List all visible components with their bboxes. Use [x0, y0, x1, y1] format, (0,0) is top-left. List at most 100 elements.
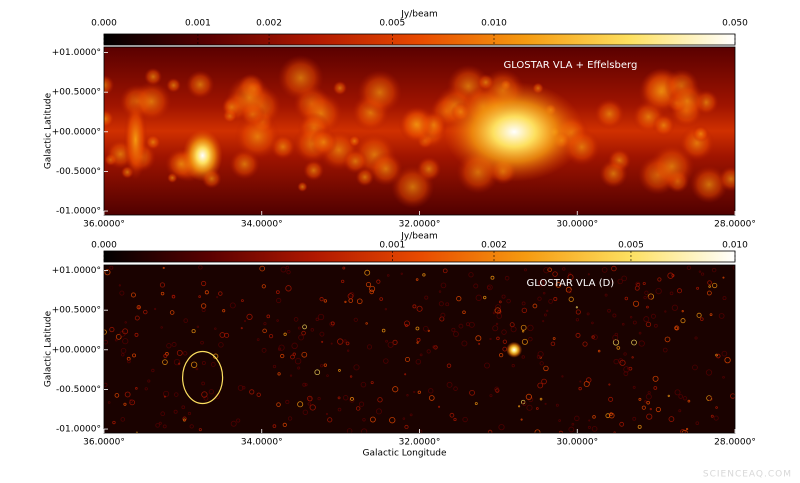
- emission: [567, 274, 574, 281]
- emission: [490, 275, 495, 280]
- emission: [653, 386, 658, 390]
- emission: [597, 349, 601, 353]
- emission: [568, 296, 574, 302]
- emission: [605, 413, 611, 419]
- emission: [261, 347, 267, 353]
- emission: [438, 405, 441, 408]
- emission: [145, 134, 161, 150]
- emission: [449, 412, 455, 418]
- emission: [171, 295, 176, 299]
- emission: [187, 411, 192, 416]
- emission: [650, 313, 656, 319]
- emission: [387, 341, 394, 348]
- emission: [707, 280, 712, 285]
- emission: [151, 368, 155, 373]
- emission: [158, 421, 162, 425]
- emission: [375, 408, 382, 415]
- emission: [619, 421, 625, 427]
- colorbar-tick-label: 0.010: [481, 19, 507, 29]
- emission: [617, 278, 623, 285]
- emission: [509, 322, 515, 328]
- emission: [644, 400, 647, 403]
- emission: [278, 344, 285, 351]
- y-tick-label: +00.5000°: [52, 306, 101, 316]
- emission: [616, 346, 621, 350]
- emission: [203, 395, 209, 401]
- emission: [682, 396, 688, 401]
- emission: [115, 334, 122, 340]
- emission: [608, 383, 611, 386]
- emission: [558, 419, 561, 422]
- emission: [489, 394, 493, 398]
- emission: [412, 304, 417, 309]
- emission: [327, 417, 333, 423]
- emission: [692, 364, 698, 371]
- emission: [713, 415, 719, 421]
- colorbar-tick-label: 0.010: [722, 241, 748, 251]
- emission: [343, 148, 368, 174]
- emission: [695, 421, 700, 425]
- emission: [310, 328, 315, 332]
- emission: [504, 275, 510, 281]
- emission: [204, 290, 209, 295]
- emission: [256, 392, 261, 397]
- emission: [181, 350, 224, 405]
- emission: [552, 337, 556, 340]
- emission: [643, 316, 650, 323]
- y-tick-label: +00.0000°: [52, 127, 101, 137]
- emission: [345, 341, 350, 346]
- emission: [715, 406, 718, 409]
- emission: [287, 416, 293, 421]
- emission: [705, 369, 713, 376]
- emission: [266, 314, 271, 319]
- emission: [137, 306, 141, 309]
- x-tick-label: 32.0000°: [399, 220, 441, 230]
- y-tick-label: -00.5000°: [56, 385, 101, 395]
- emission: [272, 364, 277, 369]
- emission: [349, 292, 355, 298]
- emission: [475, 294, 482, 301]
- y-tick-label: +01.0000°: [52, 266, 101, 276]
- emission: [297, 326, 301, 330]
- emission: [349, 397, 355, 403]
- emission: [647, 391, 651, 395]
- emission: [562, 267, 566, 271]
- emission: [521, 307, 528, 314]
- emission: [678, 394, 683, 399]
- emission: [298, 334, 304, 341]
- emission: [400, 272, 403, 275]
- emission: [667, 272, 674, 279]
- emission: [196, 325, 200, 329]
- emission: [655, 287, 662, 295]
- emission: [642, 281, 646, 285]
- emission: [118, 284, 121, 287]
- emission: [632, 320, 637, 325]
- emission: [575, 306, 578, 309]
- emission: [160, 326, 163, 329]
- emission: [277, 347, 282, 351]
- emission: [674, 389, 681, 396]
- emission: [498, 353, 504, 358]
- emission: [242, 386, 246, 390]
- emission: [537, 351, 544, 358]
- emission: [706, 395, 713, 402]
- colorbar-tick-label: 0.001: [379, 241, 405, 251]
- emission: [614, 332, 619, 337]
- emission: [495, 322, 499, 326]
- emission: [578, 386, 582, 391]
- emission: [159, 282, 166, 288]
- emission: [178, 362, 181, 365]
- emission: [526, 404, 533, 411]
- emission: [338, 369, 341, 372]
- emission: [404, 373, 407, 376]
- emission: [337, 396, 341, 400]
- emission: [136, 305, 141, 310]
- emission: [446, 381, 453, 388]
- emission: [692, 125, 710, 143]
- emission: [711, 267, 717, 273]
- panel-title: GLOSTAR VLA (D): [527, 278, 615, 289]
- emission: [637, 424, 642, 429]
- emission: [301, 330, 306, 336]
- emission: [539, 397, 543, 401]
